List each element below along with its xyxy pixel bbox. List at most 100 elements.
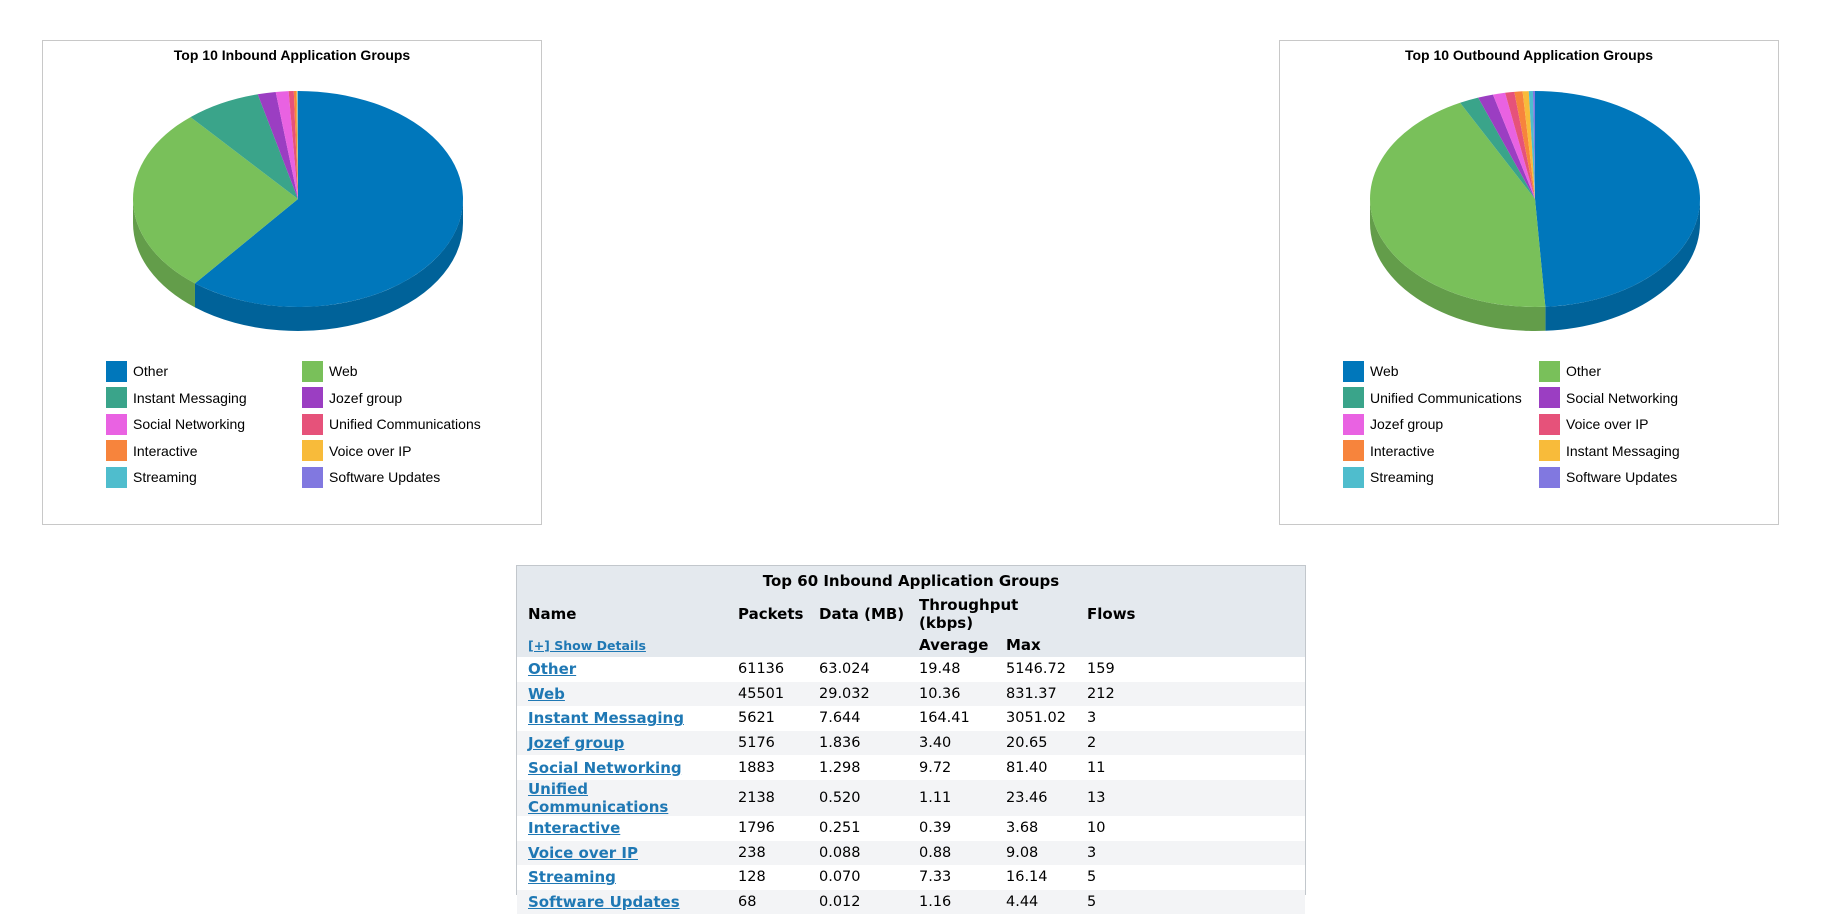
inbound-groups-table-panel: Top 60 Inbound Application Groups Name P… <box>516 565 1306 895</box>
legend-swatch <box>1539 467 1560 488</box>
legend-item: Unified Communications <box>1343 387 1539 410</box>
name-cell: Software Updates <box>517 890 727 914</box>
legend-item: Instant Messaging <box>106 387 302 410</box>
legend-item: Streaming <box>1343 466 1539 489</box>
data-cell: 0.520 <box>808 780 908 816</box>
name-cell: Interactive <box>517 816 727 841</box>
packets-cell: 45501 <box>727 682 808 707</box>
flows-cell: 5 <box>1076 890 1305 914</box>
flows-cell: 13 <box>1076 780 1305 816</box>
average-cell: 0.88 <box>908 841 995 866</box>
legend-label: Social Networking <box>1566 390 1678 406</box>
legend-swatch <box>302 440 323 461</box>
group-name-link[interactable]: Unified Communications <box>528 780 668 816</box>
legend-item: Instant Messaging <box>1539 440 1735 463</box>
col-header-packets: Packets <box>727 596 808 632</box>
flows-cell: 10 <box>1076 816 1305 841</box>
legend-label: Web <box>1370 363 1399 379</box>
data-cell: 7.644 <box>808 706 908 731</box>
name-cell: Jozef group <box>517 731 727 756</box>
group-name-link[interactable]: Social Networking <box>528 759 682 777</box>
legend-label: Other <box>133 363 168 379</box>
group-name-link[interactable]: Interactive <box>528 819 620 837</box>
table-caption: Top 60 Inbound Application Groups <box>517 566 1305 596</box>
flows-cell: 212 <box>1076 682 1305 707</box>
empty-cell <box>1076 632 1305 657</box>
legend-label: Voice over IP <box>1566 416 1649 432</box>
legend-item: Web <box>1343 360 1539 383</box>
legend-label: Software Updates <box>1566 469 1677 485</box>
group-name-link[interactable]: Software Updates <box>528 893 680 911</box>
data-cell: 1.836 <box>808 731 908 756</box>
legend-item: Unified Communications <box>302 413 498 436</box>
group-name-link[interactable]: Other <box>528 660 576 678</box>
average-cell: 3.40 <box>908 731 995 756</box>
legend-item: Software Updates <box>302 466 498 489</box>
legend-label: Instant Messaging <box>133 390 247 406</box>
legend-label: Unified Communications <box>329 416 481 432</box>
col-header-name: Name <box>517 596 727 632</box>
legend-label: Instant Messaging <box>1566 443 1680 459</box>
data-cell: 0.012 <box>808 890 908 914</box>
legend-label: Social Networking <box>133 416 245 432</box>
inbound-pie-chart <box>113 79 483 349</box>
legend-swatch <box>106 467 127 488</box>
empty-cell <box>727 632 808 657</box>
legend-swatch <box>1539 414 1560 435</box>
group-name-link[interactable]: Web <box>528 685 565 703</box>
legend-swatch <box>302 414 323 435</box>
legend-item: Interactive <box>106 440 302 463</box>
data-cell: 0.251 <box>808 816 908 841</box>
packets-cell: 61136 <box>727 657 808 682</box>
legend-label: Other <box>1566 363 1601 379</box>
max-cell: 20.65 <box>995 731 1076 756</box>
packets-cell: 2138 <box>727 780 808 816</box>
data-cell: 63.024 <box>808 657 908 682</box>
packets-cell: 1796 <box>727 816 808 841</box>
name-cell: Social Networking <box>517 755 727 780</box>
legend-swatch <box>302 361 323 382</box>
legend-item: Social Networking <box>106 413 302 436</box>
packets-cell: 68 <box>727 890 808 914</box>
legend-swatch <box>302 467 323 488</box>
legend-swatch <box>1343 387 1364 408</box>
average-cell: 164.41 <box>908 706 995 731</box>
average-cell: 10.36 <box>908 682 995 707</box>
packets-cell: 128 <box>727 865 808 890</box>
group-name-link[interactable]: Streaming <box>528 868 616 886</box>
group-name-link[interactable]: Jozef group <box>528 734 624 752</box>
max-cell: 831.37 <box>995 682 1076 707</box>
name-cell: Voice over IP <box>517 841 727 866</box>
legend-label: Voice over IP <box>329 443 412 459</box>
legend-label: Jozef group <box>329 390 402 406</box>
average-cell: 19.48 <box>908 657 995 682</box>
data-cell: 1.298 <box>808 755 908 780</box>
legend-swatch <box>106 440 127 461</box>
group-name-link[interactable]: Voice over IP <box>528 844 638 862</box>
packets-cell: 1883 <box>727 755 808 780</box>
max-cell: 81.40 <box>995 755 1076 780</box>
legend-item: Web <box>302 360 498 383</box>
col-header-throughput: Throughput (kbps) <box>908 596 1076 632</box>
group-name-link[interactable]: Instant Messaging <box>528 709 684 727</box>
data-cell: 29.032 <box>808 682 908 707</box>
data-cell: 0.088 <box>808 841 908 866</box>
legend-item: Jozef group <box>1343 413 1539 436</box>
legend-swatch <box>302 387 323 408</box>
legend-item: Streaming <box>106 466 302 489</box>
show-details-link[interactable]: [+] Show Details <box>528 638 646 653</box>
name-cell: Web <box>517 682 727 707</box>
average-cell: 0.39 <box>908 816 995 841</box>
legend-item: Interactive <box>1343 440 1539 463</box>
max-cell: 16.14 <box>995 865 1076 890</box>
legend-item: Other <box>106 360 302 383</box>
name-cell: Other <box>517 657 727 682</box>
legend-item: Voice over IP <box>1539 413 1735 436</box>
col-header-data: Data (MB) <box>808 596 908 632</box>
